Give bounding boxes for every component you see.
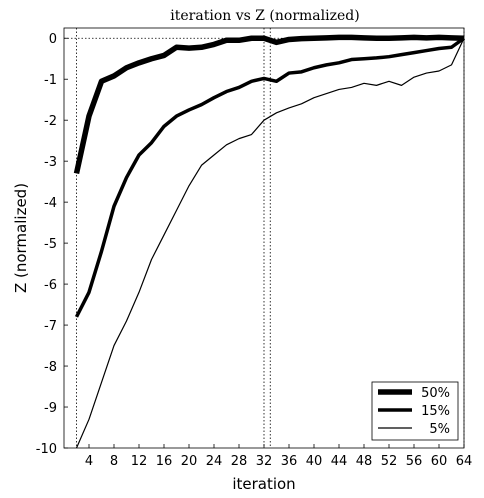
- x-tick-label: 4: [85, 454, 93, 469]
- y-tick-label: -2: [44, 114, 57, 129]
- legend-label: 15%: [421, 404, 450, 419]
- x-tick-label: 52: [381, 454, 398, 469]
- x-tick-label: 56: [406, 454, 423, 469]
- x-tick-label: 16: [156, 454, 173, 469]
- x-tick-label: 28: [231, 454, 248, 469]
- y-tick-label: -5: [44, 237, 57, 252]
- series-line-50pct: [73, 34, 465, 175]
- x-tick-label: 8: [110, 454, 118, 469]
- x-tick-label: 44: [331, 454, 348, 469]
- y-tick-label: -1: [44, 73, 57, 88]
- y-axis: 0 -1 -2 -3 -4 -5 -6 -7 -8 -9 -10: [36, 32, 68, 457]
- x-tick-label: 40: [306, 454, 323, 469]
- series-line-15pct: [74, 36, 466, 318]
- chart-title: iteration vs Z (normalized): [170, 8, 359, 24]
- y-tick-label: -4: [44, 196, 57, 211]
- y-axis-label: Z (normalized): [12, 183, 30, 293]
- y-tick-label: -10: [36, 442, 57, 457]
- x-tick-label: 32: [256, 454, 273, 469]
- legend-label: 5%: [429, 422, 450, 437]
- legend: 50% 15% 5%: [371, 381, 459, 441]
- x-tick-label: 24: [206, 454, 223, 469]
- legend-label: 50%: [421, 386, 450, 401]
- x-tick-label: 60: [431, 454, 448, 469]
- x-tick-label: 20: [181, 454, 198, 469]
- x-tick-label: 64: [456, 454, 473, 469]
- y-tick-label: -7: [44, 319, 57, 334]
- y-tick-label: 0: [49, 32, 57, 47]
- x-axis: 4 8 12 16 20 24 28 32 36 40 44 48 52 56 60 64: [85, 444, 472, 469]
- x-tick-label: 48: [356, 454, 373, 469]
- y-tick-label: -9: [44, 401, 57, 416]
- y-tick-label: -3: [44, 155, 57, 170]
- series-layer: [73, 34, 466, 449]
- x-axis-label: iteration: [232, 475, 295, 493]
- x-tick-label: 36: [281, 454, 298, 469]
- y-tick-label: -6: [44, 278, 57, 293]
- y-tick-label: -8: [44, 360, 57, 375]
- x-tick-label: 12: [131, 454, 148, 469]
- series-line-5pct: [75, 37, 465, 449]
